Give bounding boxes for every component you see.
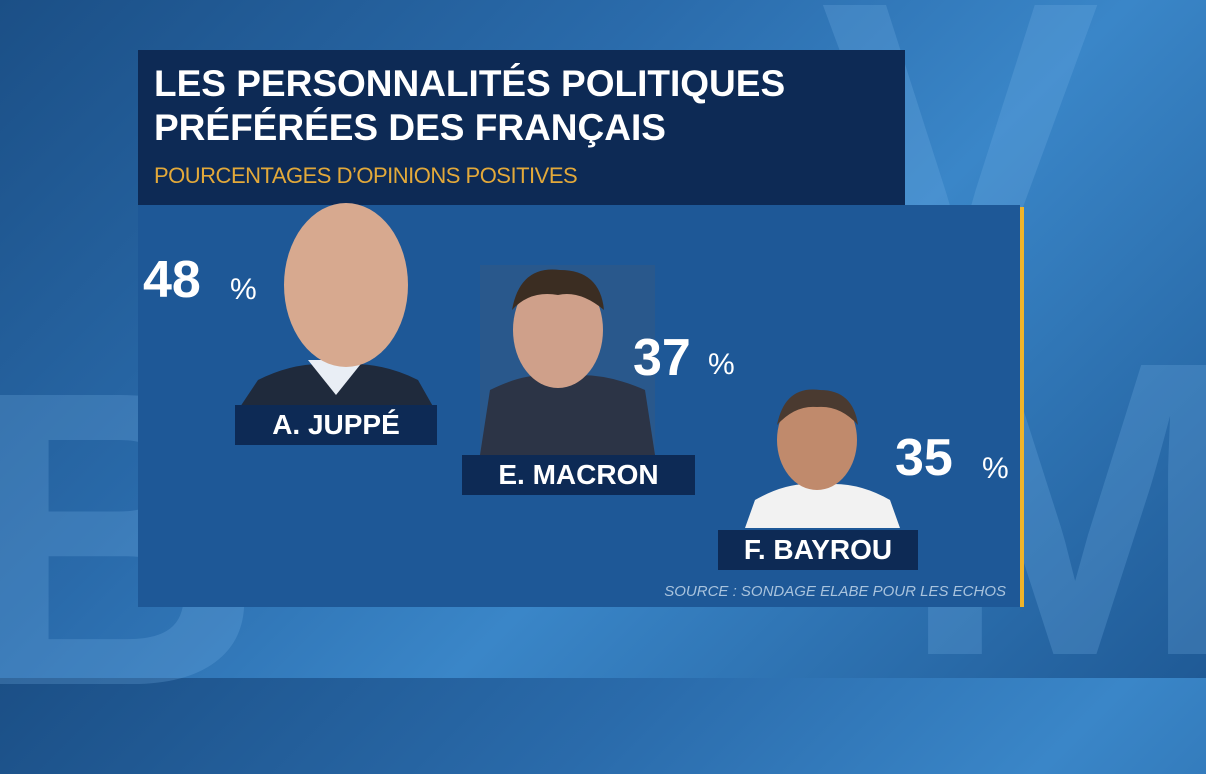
name-label: E. MACRON [462, 455, 695, 495]
source: SOURCE : SONDAGE ELABE POUR LES ECHOS [664, 583, 1006, 600]
title-line: LES PERSONNALITÉS POLITIQUES [154, 63, 786, 104]
value: 35 [895, 429, 953, 487]
unit: % [230, 273, 257, 306]
name-label: F. BAYROU [718, 530, 918, 570]
portrait [480, 265, 655, 455]
header: LES PERSONNALITÉS POLITIQUES PRÉFÉRÉES D… [138, 50, 905, 205]
portrait [745, 389, 900, 528]
portrait [238, 203, 435, 410]
subtitle: POURCENTAGES D’OPINIONS POSITIVES [154, 163, 578, 188]
title-line: PRÉFÉRÉES DES FRANÇAIS [154, 107, 666, 148]
name-label: A. JUPPÉ [235, 405, 437, 445]
value: 48 [143, 251, 201, 309]
value: 37 [633, 329, 691, 387]
screen: B V M LES PERSONNALITÉS POLITIQUES PRÉFÉ… [0, 0, 1206, 750]
accent-rule [1020, 207, 1024, 607]
unit: % [982, 452, 1009, 485]
unit: % [708, 348, 735, 381]
